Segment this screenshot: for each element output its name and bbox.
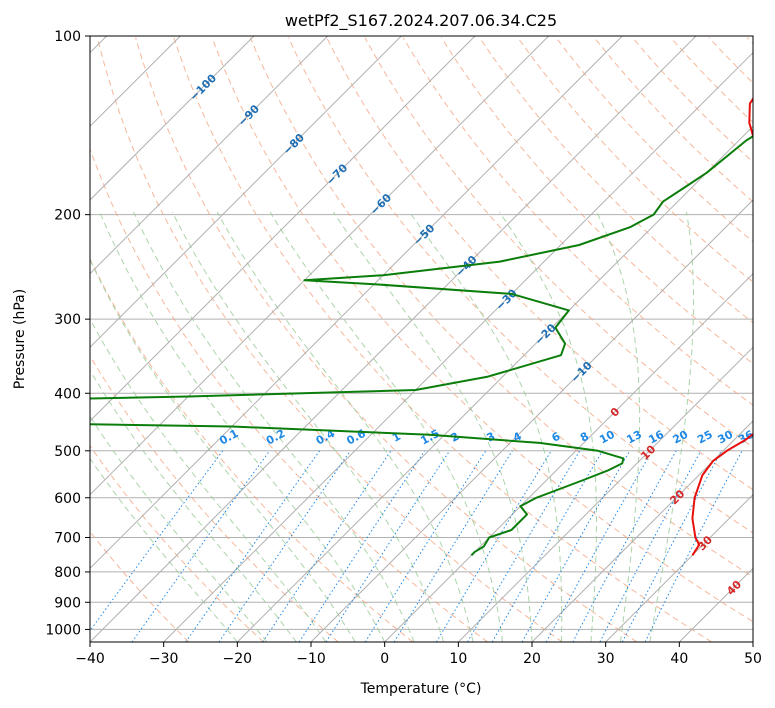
isotherm-label: 10 — [638, 442, 658, 462]
y-tick-label: 100 — [54, 29, 81, 45]
x-tick-label: 30 — [597, 651, 615, 667]
mixing-ratio-label: 13 — [624, 428, 644, 447]
isotherm-label: 40 — [724, 578, 744, 598]
mixing-ratio-label: 3 — [484, 430, 497, 445]
dry-adiabat-line — [441, 38, 775, 642]
isotherm-line — [532, 36, 775, 642]
dry-adiabat-line — [0, 38, 264, 642]
dry-adiabat-line — [518, 38, 775, 642]
dry-adiabat-line — [327, 38, 775, 642]
mixing-ratio-label: 1.5 — [418, 427, 441, 448]
mixing-ratio-line — [365, 451, 486, 642]
x-tick-label: 10 — [449, 651, 467, 667]
y-tick-label: 1000 — [45, 622, 81, 638]
profile-series — [38, 36, 775, 555]
x-tick-label: 20 — [523, 651, 541, 667]
dry-adiabat-line — [709, 38, 775, 642]
isotherm-label: −50 — [411, 221, 438, 248]
mixing-ratio-line — [82, 451, 223, 642]
moist-adiabat-line — [409, 212, 561, 642]
x-tick-label: −10 — [296, 651, 326, 667]
mixing-ratio-line — [573, 451, 676, 642]
y-tick-label: 500 — [54, 444, 81, 460]
chart-title: wetPf2_S167.2024.207.06.34.C25 — [285, 11, 557, 31]
x-tick-label: −20 — [223, 651, 253, 667]
y-tick-label: 300 — [54, 312, 81, 328]
x-axis-title: Temperature (°C) — [360, 681, 482, 697]
isotherm-line — [753, 36, 775, 642]
mixing-ratio-line — [600, 451, 701, 642]
isotherm-line — [458, 36, 775, 642]
dewpoint-profile-line — [38, 36, 775, 555]
dry-adiabat-line — [21, 38, 413, 642]
moist-adiabat-line — [42, 212, 325, 642]
dry-adiabat-line — [594, 38, 775, 642]
mixing-ratio-line — [219, 451, 350, 642]
mixing-ratio-label: 20 — [671, 428, 691, 447]
mixing-ratio-line — [326, 451, 450, 642]
isotherm-line — [90, 36, 696, 642]
mixing-ratio-label: 10 — [597, 428, 617, 447]
y-tick-label: 600 — [54, 491, 81, 507]
mixing-ratio-label: 1 — [390, 430, 403, 445]
isotherm-line — [0, 36, 328, 642]
x-tick-label: 40 — [670, 651, 688, 667]
background-lines — [0, 36, 775, 642]
y-axis-title: Pressure (hPa) — [12, 289, 28, 389]
mixing-ratio-label: 0.1 — [217, 427, 240, 448]
y-tick-label: 200 — [54, 208, 81, 224]
mixing-ratio-line — [522, 451, 630, 642]
mixing-ratio-line — [436, 451, 551, 642]
dry-adiabat-line — [0, 38, 189, 642]
isotherm-label: −30 — [493, 286, 520, 313]
mixing-ratio-label: 30 — [716, 428, 736, 447]
dry-adiabat-line — [0, 38, 338, 642]
y-tick-label: 900 — [54, 595, 81, 611]
isotherm-line — [0, 36, 254, 642]
temperature-profile-line — [692, 36, 775, 555]
isotherm-line — [0, 36, 401, 642]
isotherm-line — [385, 36, 775, 642]
dry-adiabat-line — [480, 38, 775, 642]
mixing-ratio-label: 0.2 — [264, 427, 287, 448]
moist-adiabat-line — [650, 212, 694, 642]
y-tick-label: 800 — [54, 565, 81, 581]
y-tick-label: 700 — [54, 531, 81, 547]
x-tick-label: 0 — [380, 651, 389, 667]
dry-adiabat-line — [403, 38, 775, 642]
isotherm-label: 20 — [667, 487, 687, 507]
isotherm-line — [164, 36, 770, 642]
isotherm-line — [0, 36, 475, 642]
plot-frame — [90, 36, 753, 642]
mixing-ratio-label: 0.6 — [344, 427, 368, 448]
mixing-ratio-label: 25 — [695, 428, 715, 447]
isotherm-line — [679, 36, 775, 642]
dry-adiabat-line — [59, 38, 487, 642]
x-tick-label: −30 — [149, 651, 179, 667]
y-tick-label: 400 — [54, 386, 81, 402]
isotherm-label: 0 — [608, 405, 623, 420]
axis-ticks: −40 −30 −20 −10 0 10 20 30 40 5010020030040050060… — [45, 29, 762, 667]
isotherm-label: −20 — [532, 321, 559, 348]
x-tick-label: 50 — [744, 651, 762, 667]
x-tick-label: −40 — [75, 651, 105, 667]
mixing-ratio-line — [263, 451, 391, 642]
